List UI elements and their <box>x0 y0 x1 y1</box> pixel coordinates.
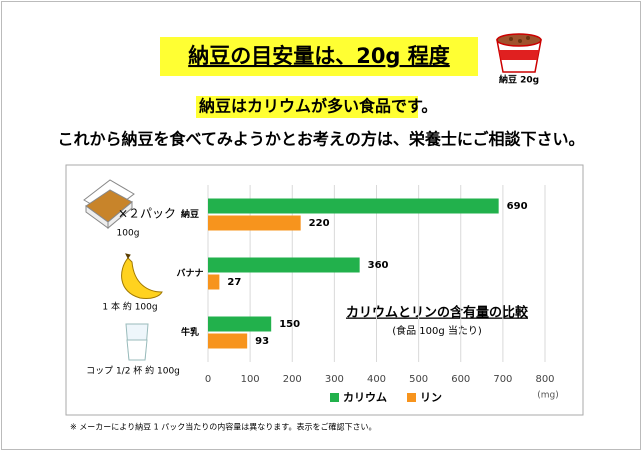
x-tick-label: 300 <box>325 374 344 385</box>
natto-pack-icon <box>83 179 135 230</box>
illustration-note: 100g <box>117 229 140 239</box>
category-label: 牛乳 <box>181 326 199 338</box>
value-label: 93 <box>255 336 269 347</box>
category-label: バナナ <box>176 268 203 279</box>
milk-glass-icon <box>125 323 149 361</box>
banana-icon <box>121 253 163 299</box>
unit-label: (mg) <box>537 391 559 401</box>
advice: これから納豆を食べてみようかとお考えの方は、栄養士にご相談下さい。 <box>57 130 584 149</box>
category-label: 納豆 <box>181 208 199 220</box>
footnote: ※ メーカーにより納豆 1 パック当たりの内容量は異なります。表示をご確認下さい… <box>70 422 376 432</box>
title-highlight <box>160 37 478 76</box>
x-tick-label: 0 <box>205 374 211 385</box>
value-label: 220 <box>309 218 330 229</box>
x-tick-label: 100 <box>241 374 260 385</box>
bar <box>208 215 301 231</box>
subtitle: 納豆はカリウムが多い食品 <box>199 97 391 116</box>
value-label: 27 <box>227 277 241 288</box>
chart-subtitle: (食品 100g 当たり) <box>392 324 482 337</box>
legend-swatch <box>330 393 339 402</box>
cup-label: 納豆 20g <box>499 74 539 86</box>
chart-title: カリウムとリンの含有量の比較 <box>346 305 529 321</box>
bar <box>208 198 499 214</box>
bar <box>208 257 360 273</box>
x-tick-label: 400 <box>367 374 386 385</box>
x-tick-label: 500 <box>409 374 428 385</box>
bar <box>208 316 272 332</box>
x-tick-label: 200 <box>283 374 302 385</box>
value-label: 150 <box>279 319 300 330</box>
illustration-caption: コップ 1/2 杯 約 100g <box>86 365 180 377</box>
legend-swatch <box>407 393 416 402</box>
bar <box>208 333 248 349</box>
legend-label: リン <box>420 391 442 404</box>
value-label: 690 <box>507 201 528 212</box>
illustration-caption: 1 本 約 100g <box>102 301 157 313</box>
bar <box>208 274 220 290</box>
x-tick-label: 700 <box>493 374 512 385</box>
illustration-caption: ×２パック <box>118 207 176 221</box>
natto-cup-icon <box>496 33 542 73</box>
subtitle-highlight <box>196 96 418 118</box>
x-tick-label: 800 <box>535 374 554 385</box>
legend-label: カリウム <box>343 391 387 404</box>
value-label: 360 <box>368 260 389 271</box>
x-tick-label: 600 <box>451 374 470 385</box>
subtitle-rest: です。 <box>391 97 437 116</box>
title: 納豆の目安量は、20g 程度 <box>188 44 450 68</box>
